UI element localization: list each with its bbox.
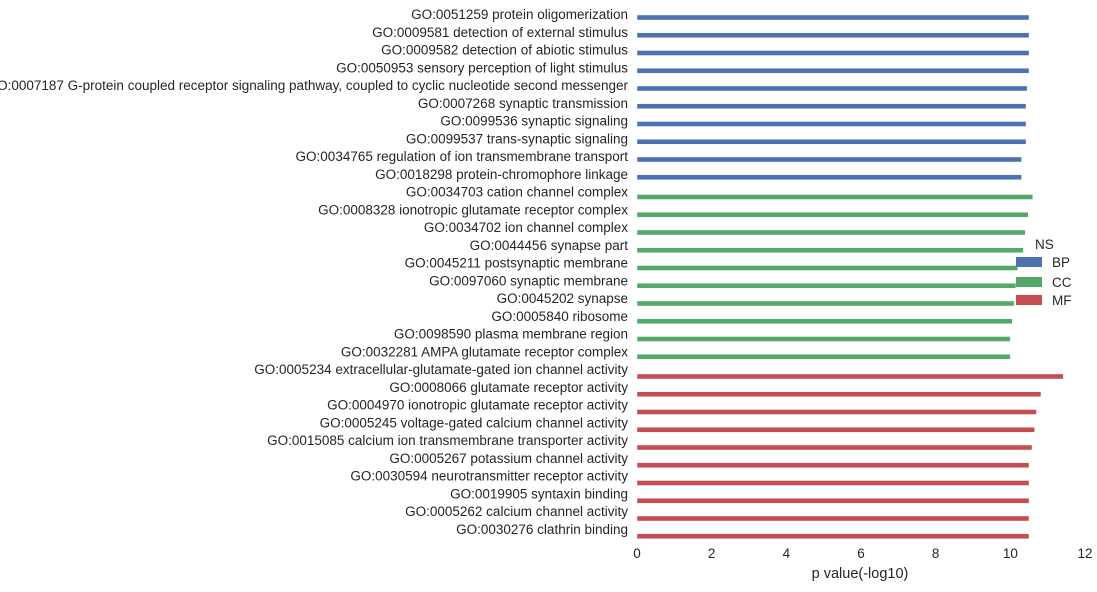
category-label: GO:0007268 synaptic transmission — [418, 96, 628, 111]
category-label: GO:0097060 synaptic membrane — [429, 273, 628, 288]
bar-bp — [636, 121, 1027, 127]
category-label: GO:0034765 regulation of ion transmembra… — [296, 149, 629, 164]
category-label: GO:0032281 AMPA glutamate receptor compl… — [341, 344, 628, 359]
bar-bp — [636, 139, 1027, 145]
category-label: GO:0005267 potassium channel activity — [389, 451, 628, 466]
bar-cc — [636, 354, 1011, 360]
category-label: GO:0044456 synapse part — [470, 238, 629, 253]
category-label: GO:0004970 ionotropic glutamate receptor… — [327, 398, 628, 413]
category-label: GO:0005245 voltage-gated calcium channel… — [320, 415, 629, 430]
category-label: GO:0045211 postsynaptic membrane — [405, 256, 628, 271]
legend: NS BP CC MF — [1016, 237, 1072, 308]
bar-mf — [636, 480, 1030, 486]
category-label: GO:0019905 syntaxin binding — [450, 486, 628, 501]
category-label: GO:0009581 detection of external stimulu… — [372, 25, 628, 40]
category-label: GO:0005234 extracellular-glutamate-gated… — [254, 362, 628, 377]
bar-bp — [636, 103, 1027, 109]
legend-label-bp: BP — [1052, 255, 1070, 270]
bar-cc — [636, 247, 1024, 253]
bar-cc — [636, 300, 1015, 307]
x-axis: 0 2 4 6 8 10 12 — [633, 546, 1092, 561]
category-label: GO:0008328 ionotropic glutamate receptor… — [318, 202, 628, 217]
bar-mf — [636, 515, 1030, 522]
bar-bp — [636, 85, 1028, 92]
bar-bp — [636, 174, 1022, 180]
legend-swatch-cc — [1016, 277, 1042, 287]
bar-cc — [636, 229, 1026, 236]
bar-cc — [636, 283, 1017, 289]
category-label: GO:0034703 cation channel complex — [406, 185, 628, 200]
bar-bp — [636, 68, 1030, 74]
bar-cc — [636, 194, 1033, 200]
category-label: GO:0099537 trans-synaptic signaling — [406, 131, 628, 146]
category-label: GO:0051259 protein oligomerization — [411, 7, 628, 22]
legend-swatch-mf — [1016, 295, 1042, 305]
bar-mf — [636, 498, 1030, 504]
legend-swatch-bp — [1016, 257, 1042, 267]
x-tick-label: 12 — [1077, 546, 1092, 561]
category-label: GO:0015085 calcium ion transmembrane tra… — [267, 433, 628, 448]
category-labels: GO:0051259 protein oligomerization GO:000… — [0, 7, 628, 537]
category-label: GO:0007187 G-protein coupled receptor si… — [0, 78, 628, 93]
category-label: GO:0009582 detection of abiotic stimulus — [381, 43, 628, 58]
category-label: GO:0008066 glutamate receptor activity — [389, 380, 628, 395]
category-label: GO:0034702 ion channel complex — [424, 220, 628, 235]
bar-cc — [636, 212, 1029, 218]
bar-mf — [636, 373, 1064, 380]
x-tick-label: 8 — [932, 546, 940, 561]
legend-label-cc: CC — [1052, 275, 1072, 290]
bar-mf — [636, 533, 1030, 539]
category-label: GO:0045202 synapse — [497, 291, 628, 306]
bar-mf — [636, 409, 1037, 415]
legend-title: NS — [1035, 237, 1054, 252]
bar-mf — [636, 391, 1042, 397]
x-tick-label: 6 — [857, 546, 865, 561]
x-axis-title: p value(-log10) — [812, 566, 909, 582]
bar-bp — [636, 50, 1030, 56]
bars-layer — [636, 14, 1064, 539]
bar-cc — [636, 318, 1013, 324]
category-label: GO:0030594 neurotransmitter receptor act… — [350, 469, 628, 484]
bar-bp — [636, 156, 1022, 163]
category-label: GO:0018298 protein-chromophore linkage — [375, 167, 628, 182]
category-label: GO:0005840 ribosome — [491, 309, 628, 324]
x-tick-label: 10 — [1003, 546, 1018, 561]
category-label: GO:0098590 plasma membrane region — [394, 327, 628, 342]
category-label: GO:0030276 clathrin binding — [456, 522, 628, 537]
bar-mf — [636, 462, 1030, 468]
bar-cc — [636, 336, 1011, 342]
bar-cc — [636, 265, 1018, 271]
bar-bp — [636, 14, 1030, 21]
category-label: GO:0099536 synaptic signaling — [440, 114, 628, 129]
x-tick-label: 2 — [708, 546, 716, 561]
category-label: GO:0005262 calcium channel activity — [405, 504, 628, 519]
x-tick-label: 0 — [633, 546, 641, 561]
legend-label-mf: MF — [1052, 293, 1072, 308]
x-tick-label: 4 — [783, 546, 791, 561]
category-label: GO:0050953 sensory perception of light s… — [336, 60, 628, 75]
bar-mf — [636, 444, 1033, 451]
bar-mf — [636, 427, 1035, 433]
bar-bp — [636, 32, 1030, 38]
